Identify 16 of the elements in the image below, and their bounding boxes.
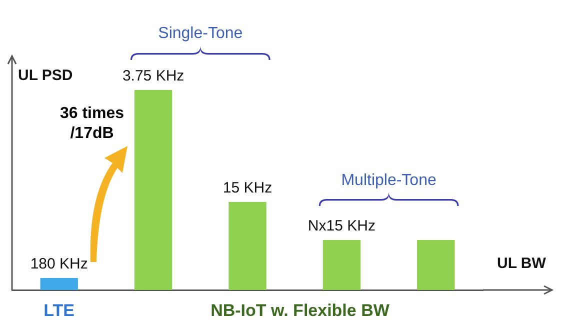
text: LTE <box>44 301 75 320</box>
x-tick-label: Nx15 KHz <box>308 218 376 235</box>
annotation: Multiple-Tone <box>341 172 436 189</box>
x-axis-title: UL BW <box>497 255 547 272</box>
bar <box>417 240 455 290</box>
bar <box>228 202 266 290</box>
bar <box>134 90 172 290</box>
y-axis-title: UL PSD <box>18 67 73 84</box>
annotation: 36 times /17dB <box>60 105 124 142</box>
x-tick-label: 15 KHz <box>222 180 272 197</box>
bar <box>40 278 78 290</box>
text: Single-Tone <box>158 25 243 42</box>
x-tick-label: 3.75 KHz <box>122 68 184 85</box>
x-tick-label: 180 KHz <box>30 256 88 273</box>
text: NB-IoT w. Flexible BW <box>210 301 390 320</box>
bar <box>322 240 361 290</box>
